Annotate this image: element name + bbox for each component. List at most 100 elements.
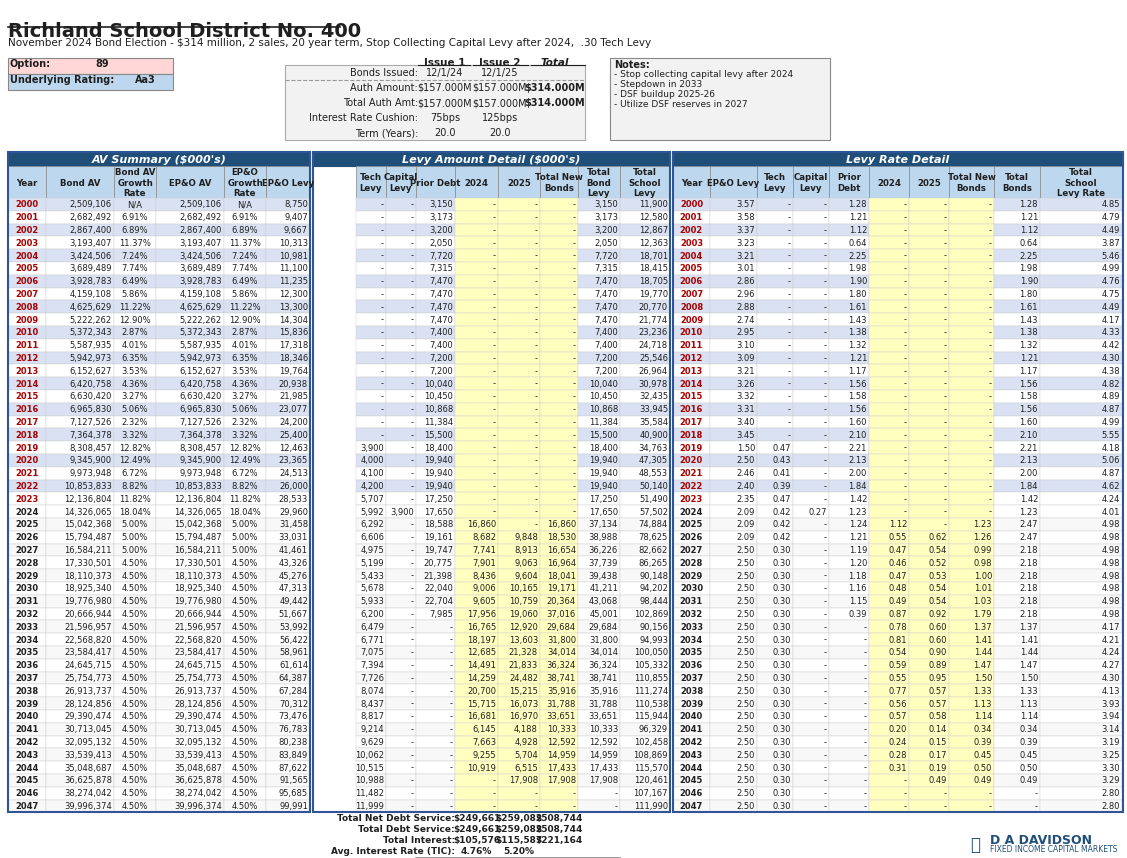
FancyBboxPatch shape [266, 339, 310, 352]
Text: 18,041: 18,041 [547, 571, 576, 581]
Text: -: - [944, 316, 947, 324]
FancyBboxPatch shape [46, 607, 114, 620]
FancyBboxPatch shape [266, 390, 310, 402]
Text: 0.60: 0.60 [929, 623, 947, 631]
FancyBboxPatch shape [498, 415, 540, 428]
FancyBboxPatch shape [455, 365, 498, 378]
Text: -: - [535, 508, 538, 517]
Text: 17,330,501: 17,330,501 [64, 559, 112, 568]
Text: 5.06%: 5.06% [122, 405, 149, 414]
FancyBboxPatch shape [455, 166, 498, 198]
FancyBboxPatch shape [356, 531, 387, 544]
Text: 0.64: 0.64 [849, 239, 867, 248]
Text: EP&O
Growth
Rate: EP&O Growth Rate [228, 168, 263, 198]
Text: 20.0: 20.0 [489, 128, 511, 138]
Text: 18,110,373: 18,110,373 [175, 571, 222, 581]
Text: 17,250: 17,250 [589, 495, 618, 504]
Text: 17,433: 17,433 [588, 764, 618, 772]
FancyBboxPatch shape [8, 339, 46, 352]
FancyBboxPatch shape [224, 774, 266, 787]
Text: 2.00: 2.00 [1020, 469, 1038, 478]
Text: 5.00%: 5.00% [232, 546, 258, 555]
Text: -: - [788, 354, 791, 363]
Text: 0.92: 0.92 [929, 610, 947, 619]
Text: 2.80: 2.80 [1101, 802, 1120, 811]
FancyBboxPatch shape [793, 352, 829, 365]
Text: 74,884: 74,884 [639, 521, 668, 529]
Text: 17,433: 17,433 [547, 764, 576, 772]
FancyBboxPatch shape [224, 287, 266, 300]
Text: $157.000M: $157.000M [472, 83, 527, 93]
Text: 0.47: 0.47 [772, 495, 791, 504]
FancyBboxPatch shape [498, 300, 540, 313]
Text: 19,161: 19,161 [424, 533, 453, 542]
FancyBboxPatch shape [994, 480, 1040, 492]
FancyBboxPatch shape [8, 74, 174, 90]
Text: 12,592: 12,592 [589, 738, 618, 747]
Text: 7,127,526: 7,127,526 [70, 418, 112, 427]
Text: -: - [864, 674, 867, 683]
FancyBboxPatch shape [710, 710, 757, 722]
Text: 0.19: 0.19 [929, 764, 947, 772]
Text: -: - [411, 354, 414, 363]
Text: -: - [450, 623, 453, 631]
Text: -: - [990, 354, 992, 363]
FancyBboxPatch shape [8, 441, 46, 454]
FancyBboxPatch shape [387, 480, 416, 492]
FancyBboxPatch shape [949, 607, 994, 620]
Text: 2.50: 2.50 [737, 699, 755, 709]
FancyBboxPatch shape [869, 607, 909, 620]
FancyBboxPatch shape [114, 659, 156, 672]
FancyBboxPatch shape [156, 249, 224, 262]
FancyBboxPatch shape [46, 313, 114, 326]
Text: -: - [1035, 802, 1038, 811]
Text: 4.27: 4.27 [1101, 662, 1120, 670]
FancyBboxPatch shape [620, 722, 669, 735]
Text: 14,959: 14,959 [589, 751, 618, 760]
FancyBboxPatch shape [949, 672, 994, 685]
Text: 2032: 2032 [16, 610, 38, 619]
Text: -: - [990, 456, 992, 465]
FancyBboxPatch shape [757, 518, 793, 531]
Text: 0.54: 0.54 [888, 649, 907, 657]
Text: 4.85: 4.85 [1101, 201, 1120, 209]
Text: 3,424,506: 3,424,506 [179, 251, 222, 261]
FancyBboxPatch shape [949, 633, 994, 646]
Text: -: - [864, 699, 867, 709]
Text: -: - [411, 316, 414, 324]
Text: $314.000M: $314.000M [525, 98, 585, 108]
FancyBboxPatch shape [455, 787, 498, 800]
FancyBboxPatch shape [620, 262, 669, 275]
Text: 18,925,340: 18,925,340 [175, 584, 222, 594]
Text: -: - [944, 482, 947, 491]
Text: 2.74: 2.74 [737, 316, 755, 324]
Text: 9,345,900: 9,345,900 [70, 456, 112, 465]
FancyBboxPatch shape [540, 698, 578, 710]
FancyBboxPatch shape [620, 224, 669, 237]
Text: 4.50%: 4.50% [122, 712, 148, 722]
Text: 5.00%: 5.00% [122, 521, 148, 529]
FancyBboxPatch shape [356, 198, 387, 211]
FancyBboxPatch shape [114, 275, 156, 287]
Text: 6.91%: 6.91% [232, 213, 258, 222]
FancyBboxPatch shape [498, 287, 540, 300]
Text: 0.24: 0.24 [888, 738, 907, 747]
FancyBboxPatch shape [266, 505, 310, 518]
FancyBboxPatch shape [710, 505, 757, 518]
FancyBboxPatch shape [540, 722, 578, 735]
Text: -: - [381, 213, 384, 222]
Text: 1.98: 1.98 [849, 264, 867, 274]
FancyBboxPatch shape [909, 415, 949, 428]
FancyBboxPatch shape [540, 326, 578, 339]
FancyBboxPatch shape [1040, 685, 1122, 698]
Text: 7,470: 7,470 [429, 290, 453, 299]
FancyBboxPatch shape [994, 352, 1040, 365]
Text: 4.50%: 4.50% [232, 699, 258, 709]
FancyBboxPatch shape [455, 275, 498, 287]
Text: 2.09: 2.09 [737, 533, 755, 542]
Text: -: - [944, 802, 947, 811]
Text: 2024: 2024 [680, 508, 703, 517]
FancyBboxPatch shape [114, 685, 156, 698]
Text: -: - [788, 418, 791, 427]
FancyBboxPatch shape [156, 518, 224, 531]
